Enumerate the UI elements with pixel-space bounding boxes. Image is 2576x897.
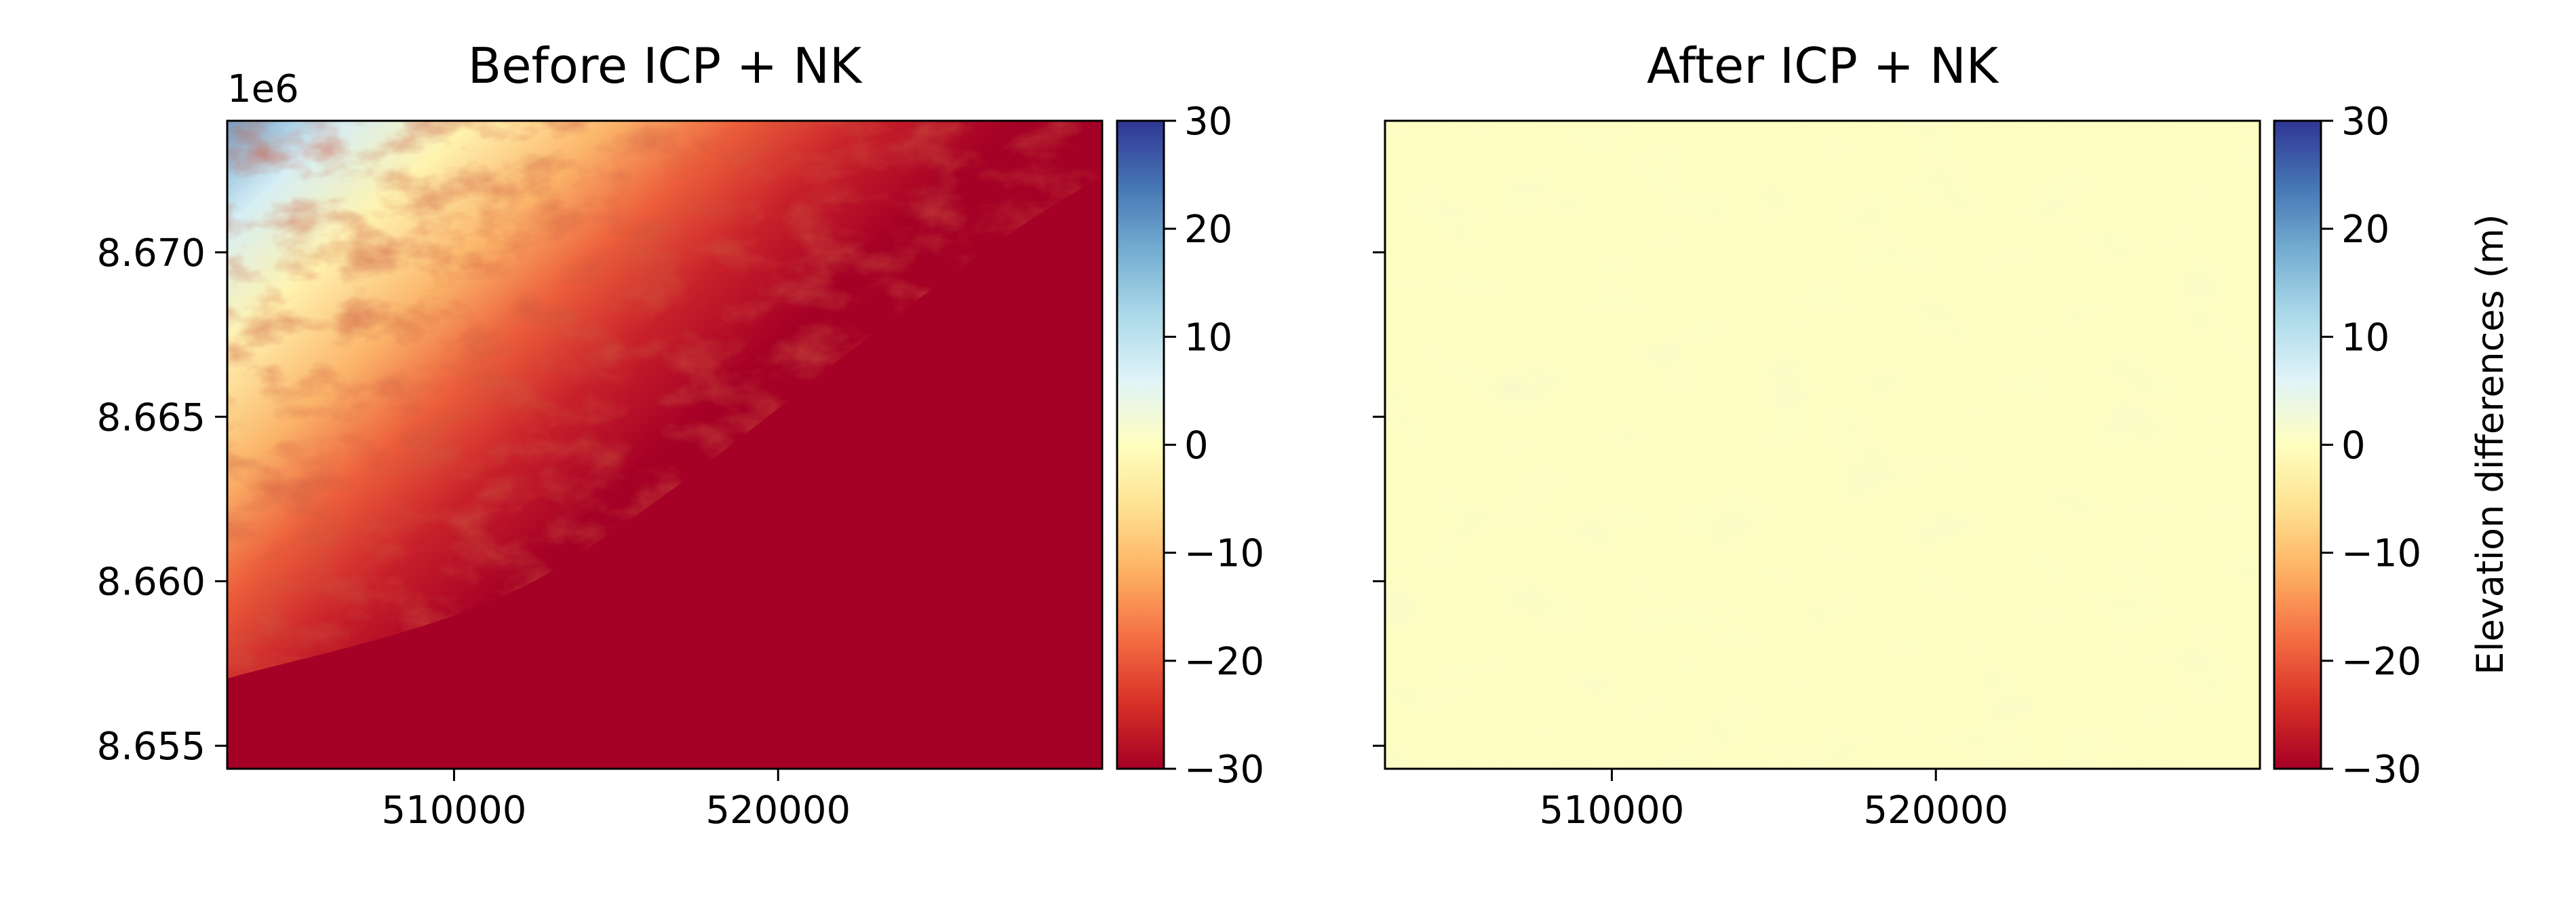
colorbar-tick-label: 30 (1184, 100, 1232, 144)
y-tick-label: 8.670 (97, 231, 206, 275)
colorbar-tick-label: 10 (2341, 316, 2389, 360)
before-panel: Before ICP + NK 1e6 510000 520000 8.6558.… (97, 37, 1104, 833)
colorbar-tick-label: −20 (1184, 640, 1264, 684)
colorbar-tick-label: −20 (2341, 640, 2421, 684)
before-heatmap (227, 121, 1102, 769)
after-colorbar-ticks: 30 20 10 0 −10 −20 −30 (2321, 100, 2421, 792)
colorbar-tick-label: 0 (1184, 424, 1209, 468)
colorbar-tick-label: 30 (2341, 100, 2389, 144)
after-x-ticks: 510000 520000 (1540, 769, 2008, 833)
colorbar-tick-label: −30 (1184, 748, 1264, 792)
y-tick-label: 8.655 (97, 725, 206, 769)
before-y-ticks: 8.655 8.660 8.665 8.670 (97, 231, 227, 769)
y-tick-label: 8.665 (97, 396, 206, 440)
before-colorbar-gradient (1117, 121, 1164, 769)
colorbar-tick-label: 0 (2341, 424, 2366, 468)
before-colorbar: 30 20 10 0 −10 −20 −30 (1116, 100, 1264, 792)
after-colorbar-gradient (2274, 121, 2321, 769)
y-tick-label: 8.660 (97, 560, 206, 605)
x-tick-label: 510000 (1540, 788, 1685, 833)
before-colorbar-ticks: 30 20 10 0 −10 −20 −30 (1164, 100, 1264, 792)
after-hillshade (1385, 121, 2260, 769)
after-y-ticks (1373, 251, 1385, 747)
colorbar-tick-label: 10 (1184, 316, 1232, 360)
after-title: After ICP + NK (1647, 37, 1999, 94)
colorbar-tick-label: 20 (1184, 208, 1232, 252)
after-heatmap (1385, 121, 2260, 769)
colorbar-tick-label: −10 (2341, 532, 2421, 576)
after-panel: After ICP + NK 510000 520000 (1373, 37, 2261, 833)
colorbar-tick-label: −10 (1184, 532, 1264, 576)
before-title: Before ICP + NK (468, 37, 863, 94)
colorbar-tick-label: −30 (2341, 748, 2421, 792)
after-colorbar: 30 20 10 0 −10 −20 −30 Elevation differences (… (2273, 100, 2512, 792)
before-y-offset: 1e6 (227, 67, 299, 111)
before-x-ticks: 510000 520000 (382, 769, 851, 833)
colorbar-tick-label: 20 (2341, 208, 2389, 252)
x-tick-label: 520000 (705, 788, 851, 833)
x-tick-label: 520000 (1863, 788, 2008, 833)
before-axes-frame (226, 119, 1104, 770)
after-axes-frame (1384, 119, 2261, 770)
x-tick-label: 510000 (382, 788, 527, 833)
after-colorbar-label: Elevation differences (m) (2469, 214, 2512, 674)
